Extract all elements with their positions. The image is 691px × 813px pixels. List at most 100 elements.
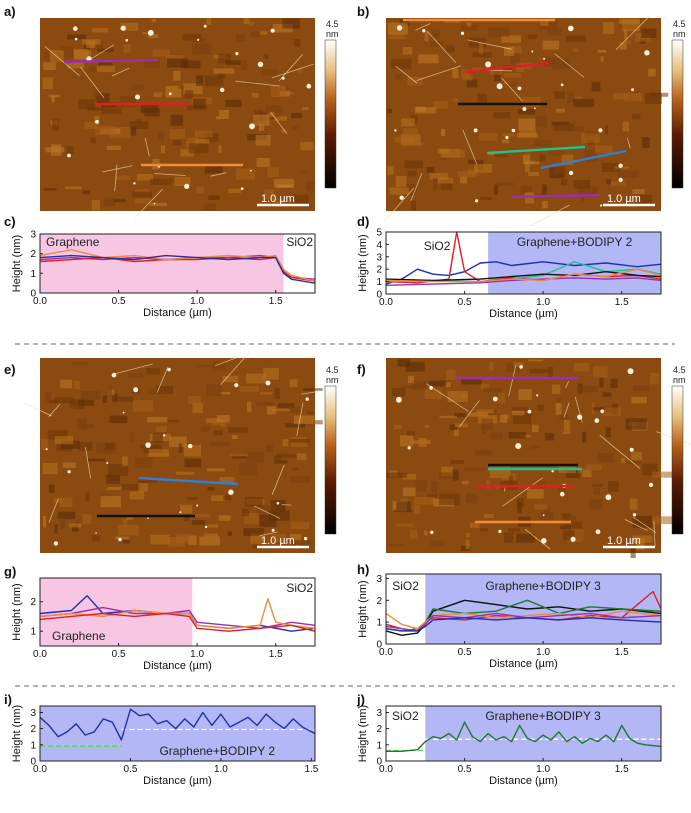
afm-wrinkle	[144, 137, 150, 157]
afm-particle	[430, 530, 434, 534]
afm-texture	[395, 175, 407, 188]
afm-texture	[239, 386, 260, 392]
afm-texture	[441, 128, 446, 136]
afm-wrinkle	[112, 67, 130, 77]
afm-texture	[175, 533, 191, 543]
afm-particle	[618, 163, 623, 168]
afm-texture	[256, 505, 276, 517]
afm-texture	[42, 77, 54, 90]
afm-particle	[220, 87, 225, 93]
colorbar-unit: nm	[326, 29, 339, 39]
afm-texture	[248, 21, 255, 27]
afm-texture	[405, 361, 425, 372]
afm-particle	[598, 128, 603, 133]
x-axis-label: Distance (µm)	[143, 307, 212, 319]
afm-particle	[73, 26, 78, 31]
afm-texture	[642, 137, 650, 149]
afm-texture	[293, 39, 301, 47]
y-axis-label: Height (nm)	[357, 580, 369, 637]
afm-texture	[517, 502, 522, 513]
series-line-green	[385, 261, 662, 283]
profile-line	[511, 193, 601, 199]
afm-texture	[270, 534, 286, 543]
region-band	[40, 234, 284, 293]
afm-texture	[530, 154, 546, 162]
y-tick-label: 2	[376, 265, 382, 276]
afm-texture	[87, 107, 105, 111]
afm-texture	[629, 498, 638, 510]
afm-texture	[592, 484, 603, 487]
x-tick-label: 1.5	[615, 297, 629, 308]
afm-particle	[527, 409, 532, 414]
afm-wrinkle	[254, 505, 281, 519]
afm-wrinkle	[530, 204, 570, 227]
afm-texture	[518, 129, 537, 137]
afm-particle	[515, 443, 522, 449]
afm-texture	[235, 168, 256, 180]
afm-texture	[196, 186, 205, 194]
afm-texture	[602, 392, 612, 397]
series-line-blue	[39, 708, 316, 741]
region-label: SiO2	[286, 235, 313, 249]
colorbar-unit: nm	[326, 375, 339, 385]
afm-texture	[231, 435, 238, 440]
afm-texture	[161, 145, 165, 154]
afm-texture	[147, 34, 159, 39]
x-tick-label: 1.5	[269, 296, 283, 307]
afm-wrinkle	[504, 487, 506, 492]
afm-texture	[290, 521, 310, 530]
afm-wrinkle	[102, 165, 133, 173]
afm-texture	[501, 473, 517, 481]
afm-particle	[560, 491, 565, 497]
series-line-green	[385, 599, 662, 632]
afm-wrinkle	[415, 23, 431, 31]
afm-texture	[631, 451, 643, 461]
plot-frame	[39, 233, 316, 294]
y-tick-label: 2	[30, 249, 36, 260]
afm-texture	[520, 185, 533, 194]
afm-wrinkle	[301, 391, 320, 395]
afm-texture	[574, 362, 590, 372]
afm-texture	[152, 49, 170, 57]
afm-particle	[122, 411, 125, 414]
afm-texture	[415, 480, 427, 492]
afm-texture	[518, 118, 536, 130]
afm-texture	[140, 103, 159, 113]
afm-texture	[291, 112, 302, 119]
afm-particle	[517, 86, 522, 91]
afm-texture	[135, 457, 153, 468]
afm-texture	[187, 497, 197, 500]
afm-particle	[197, 38, 200, 41]
afm-texture	[471, 67, 490, 71]
afm-texture	[506, 363, 519, 372]
y-tick-label: 0	[376, 290, 382, 301]
afm-texture	[130, 432, 134, 442]
afm-particle	[163, 434, 166, 437]
afm-texture	[192, 43, 212, 55]
region-label: Graphene+BODIPY 3	[485, 709, 601, 723]
afm-texture	[556, 397, 562, 403]
afm-texture	[400, 134, 421, 146]
afm-texture	[606, 179, 612, 185]
afm-wrinkle	[501, 77, 523, 102]
afm-texture	[502, 133, 516, 137]
afm-texture	[591, 81, 601, 92]
afm-texture	[152, 432, 163, 444]
afm-particle	[600, 204, 603, 207]
afm-texture	[42, 462, 58, 475]
afm-texture	[122, 540, 130, 544]
afm-texture	[150, 534, 170, 545]
afm-particle	[306, 83, 312, 89]
afm-texture	[263, 367, 279, 380]
colorbar-max: 4.5	[673, 19, 686, 29]
profile-line	[486, 145, 586, 155]
afm-texture	[136, 119, 142, 123]
afm-texture	[494, 184, 498, 195]
afm-texture	[43, 516, 47, 528]
afm-particle	[240, 187, 244, 191]
x-tick-label: 1.0	[190, 649, 204, 660]
colorbar	[671, 385, 684, 535]
afm-texture	[86, 40, 96, 48]
afm-texture	[516, 498, 524, 507]
afm-particle	[595, 529, 601, 535]
